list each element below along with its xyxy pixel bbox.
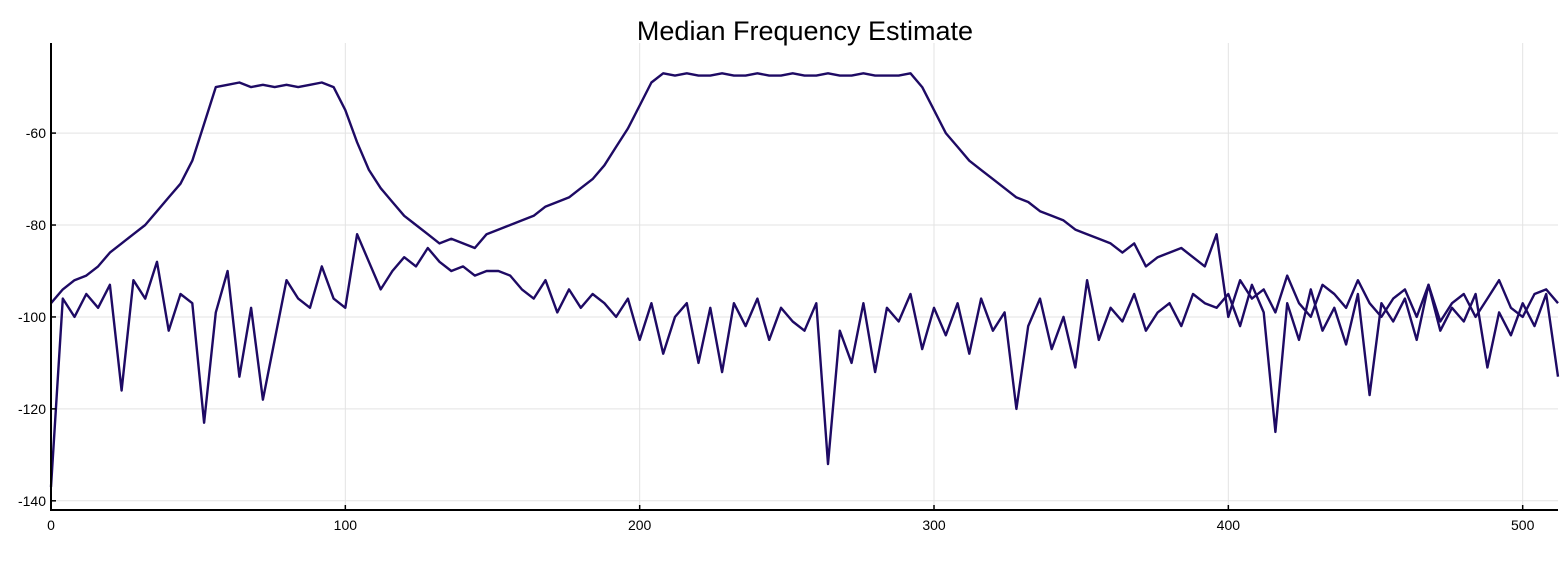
y-tick-label: -120 (18, 401, 46, 417)
series-line-1 (50, 72, 1559, 323)
grid (50, 43, 1558, 510)
x-tick-label: 500 (1511, 517, 1535, 533)
y-tick-label: -80 (26, 217, 46, 233)
y-tick-label: -60 (26, 125, 46, 141)
series-group (49, 72, 1560, 488)
x-tick-label: 400 (1217, 517, 1241, 533)
x-tick-label: 0 (47, 517, 55, 533)
series-line-2 (49, 233, 1560, 488)
y-tick-label: -140 (18, 493, 46, 509)
x-tick-label: 100 (334, 517, 358, 533)
x-tick-label: 300 (922, 517, 946, 533)
axes: 0 100 200 300 400 500 -60 -80 -100 -120 -140 (18, 43, 1558, 533)
y-tick-label: -100 (18, 309, 46, 325)
x-tick-label: 200 (628, 517, 652, 533)
chart-title: Median Frequency Estimate (637, 16, 973, 46)
